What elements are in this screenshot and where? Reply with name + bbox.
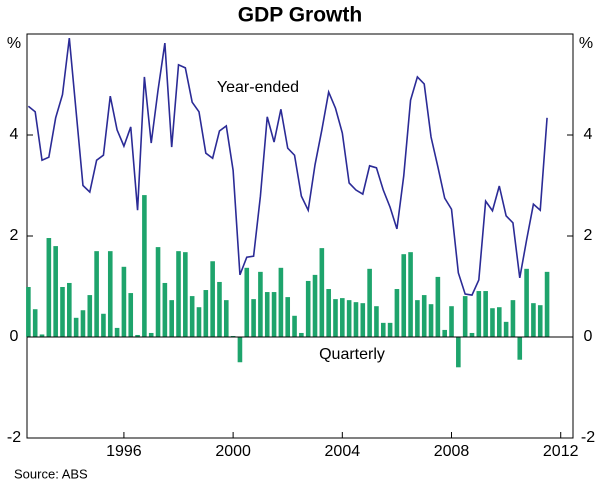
bar — [476, 291, 482, 337]
bar — [462, 296, 468, 337]
bar — [326, 289, 331, 337]
bar — [490, 308, 495, 337]
bar — [46, 238, 52, 337]
bar — [394, 289, 400, 337]
bar — [210, 261, 215, 337]
bar — [531, 303, 536, 337]
bar — [107, 251, 113, 337]
bar — [53, 246, 58, 337]
bar — [435, 276, 441, 337]
bar — [264, 292, 270, 337]
x-tick-label: 1996 — [106, 443, 142, 460]
plot-frame — [26, 33, 574, 439]
bar — [503, 321, 509, 337]
series-label: Quarterly — [319, 346, 385, 363]
bar — [305, 280, 311, 337]
x-tick-label: 2000 — [215, 443, 251, 460]
bar — [537, 305, 543, 337]
bar — [162, 282, 168, 337]
bar — [374, 306, 379, 337]
bar — [67, 282, 72, 337]
bar — [230, 335, 236, 337]
bar — [312, 274, 318, 337]
bar — [415, 300, 420, 337]
bar — [401, 254, 407, 337]
bar — [196, 307, 202, 337]
bar — [94, 251, 99, 337]
y-tick-label: -2 — [7, 429, 21, 446]
chart-title: GDP Growth — [238, 4, 362, 27]
bar — [176, 251, 181, 337]
bar — [346, 300, 352, 337]
bar — [292, 315, 297, 337]
bar — [189, 296, 195, 337]
bar — [26, 287, 31, 337]
y2-tick-label: -2 — [581, 429, 595, 446]
bar — [121, 266, 127, 337]
series-label: Year-ended — [217, 79, 299, 96]
y-unit: % — [7, 35, 21, 52]
y-tick-label: 2 — [10, 227, 19, 244]
bar — [524, 268, 529, 337]
bar — [251, 299, 256, 337]
x-tick-label: 2008 — [434, 443, 470, 460]
bar — [271, 292, 277, 337]
bar — [244, 267, 250, 337]
bar — [101, 313, 106, 337]
bar — [517, 337, 523, 360]
line — [27, 37, 548, 296]
x-tick-label: 2004 — [325, 443, 361, 460]
bar — [319, 248, 325, 337]
bar — [60, 287, 65, 337]
bar — [360, 303, 366, 337]
bar — [142, 195, 147, 337]
bar — [128, 293, 134, 337]
bar — [80, 310, 86, 337]
bar — [408, 252, 413, 337]
bar — [223, 300, 229, 337]
bar — [73, 317, 79, 337]
bar — [496, 307, 502, 337]
bar — [32, 309, 38, 337]
bar — [87, 295, 93, 337]
bar — [114, 327, 120, 337]
y2-tick-label: 2 — [584, 227, 593, 244]
bar — [203, 290, 209, 337]
bar — [278, 267, 284, 337]
y2-tick-label: 0 — [584, 328, 593, 345]
bar — [183, 252, 188, 337]
bar — [155, 247, 161, 337]
bar — [428, 304, 434, 337]
bar — [299, 332, 304, 337]
bar — [353, 302, 359, 337]
bar — [380, 322, 386, 337]
bar — [449, 306, 454, 337]
bar — [510, 300, 516, 337]
bar — [544, 271, 550, 337]
y2-tick-label: 4 — [584, 126, 593, 143]
y-tick-label: 4 — [10, 126, 19, 143]
bar — [469, 332, 475, 337]
source: Source: ABS — [14, 466, 88, 481]
bar — [483, 291, 488, 337]
x-tick-label: 2012 — [543, 443, 579, 460]
bar — [135, 334, 140, 337]
bar — [367, 268, 372, 337]
bar — [333, 299, 338, 337]
bar — [217, 281, 222, 337]
bar — [285, 297, 291, 337]
bar — [442, 329, 447, 337]
y2-unit: % — [579, 35, 593, 52]
y-tick-label: 0 — [10, 328, 19, 345]
bar — [237, 337, 243, 363]
bar — [258, 271, 263, 337]
bar — [340, 298, 345, 337]
bar — [387, 322, 393, 337]
bar — [148, 332, 154, 337]
bar — [421, 295, 427, 337]
bar — [39, 334, 45, 337]
bar — [456, 337, 461, 368]
bar — [169, 300, 174, 337]
